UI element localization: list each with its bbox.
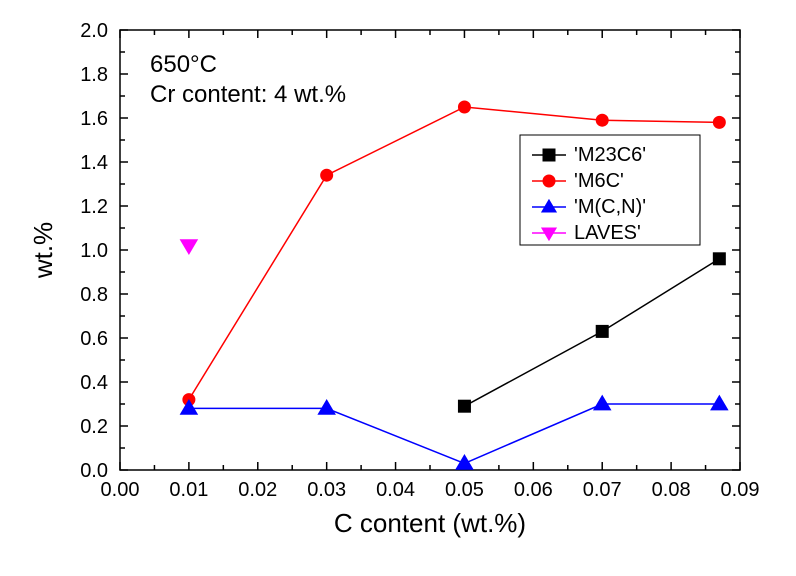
chart-svg: 0.00 0.01 0.02 0.03 0.04 0.05 0.06 0.07 0.08 0.09…	[0, 0, 796, 576]
x-tick-label: 0.05	[445, 479, 484, 501]
legend-label: 'M23C6'	[574, 144, 646, 166]
y-tick-label: 1.2	[80, 196, 108, 218]
series-LAVES	[180, 240, 197, 254]
x-tick-label: 0.09	[721, 479, 760, 501]
x-tick-label: 0.02	[238, 479, 277, 501]
y-tick-label: 0.4	[80, 372, 108, 394]
y-tick-label: 2.0	[80, 20, 108, 42]
x-tick-label: 0.03	[307, 479, 346, 501]
x-tick-label: 0.06	[514, 479, 553, 501]
y-tick-label: 1.4	[80, 152, 108, 174]
series-M23C6	[458, 253, 725, 412]
x-tick-label: 0.07	[583, 479, 622, 501]
y-tick-label: 1.8	[80, 64, 108, 86]
legend-label: 'M6C'	[574, 170, 624, 192]
y-tick-label: 1.0	[80, 240, 108, 262]
chart-container: 0.00 0.01 0.02 0.03 0.04 0.05 0.06 0.07 0.08 0.09…	[0, 0, 796, 576]
x-tick-label: 0.04	[376, 479, 415, 501]
series-M(C,N)	[180, 396, 727, 470]
y-tick-label: 1.6	[80, 108, 108, 130]
y-tick-label: 0.8	[80, 284, 108, 306]
x-tick-label: 0.08	[652, 479, 691, 501]
x-tick-label: 0.01	[169, 479, 208, 501]
annotation-cr: Cr content: 4 wt.%	[150, 81, 346, 108]
x-axis-label: C content (wt.%)	[334, 508, 526, 538]
x-tick-label: 0.00	[101, 479, 140, 501]
y-tick-label: 0.6	[80, 328, 108, 350]
legend-label: 'M(C,N)'	[574, 196, 646, 218]
annotation-temp: 650°C	[150, 51, 217, 78]
y-axis-label: wt.%	[28, 222, 58, 279]
y-tick-label: 0.2	[80, 416, 108, 438]
legend-label: LAVES'	[574, 222, 641, 244]
y-tick-label: 0.0	[80, 460, 108, 482]
